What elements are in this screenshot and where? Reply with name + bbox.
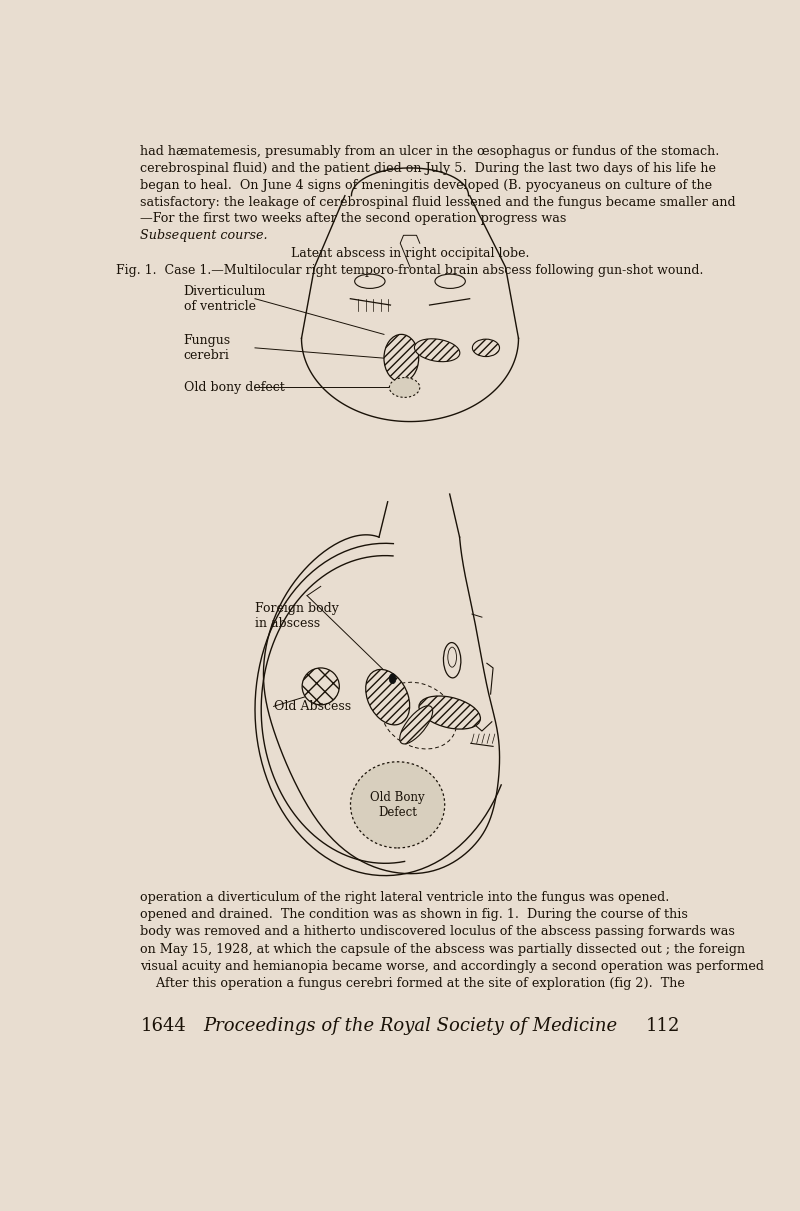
Text: Foreign body
in abscess: Foreign body in abscess (255, 602, 339, 630)
Text: 112: 112 (646, 1016, 680, 1034)
Text: body was removed and a hitherto undiscovered loculus of the abscess passing forw: body was removed and a hitherto undiscov… (140, 925, 735, 939)
Ellipse shape (302, 668, 339, 705)
Text: 1644: 1644 (140, 1016, 186, 1034)
Text: on May 15, 1928, at which the capsule of the abscess was partially dissected out: on May 15, 1928, at which the capsule of… (140, 942, 746, 955)
Ellipse shape (414, 339, 460, 362)
Text: satisfactory: the leakage of cerebrospinal fluid lessened and the fungus became : satisfactory: the leakage of cerebrospin… (140, 196, 736, 208)
Text: Latent abscess in right occipital lobe.: Latent abscess in right occipital lobe. (291, 247, 529, 260)
Ellipse shape (419, 696, 481, 729)
Ellipse shape (443, 643, 461, 678)
Text: Diverticulum
of ventricle: Diverticulum of ventricle (184, 285, 266, 312)
Ellipse shape (384, 334, 418, 381)
Ellipse shape (435, 274, 466, 288)
Ellipse shape (390, 673, 396, 684)
Text: Proceedings of the Royal Society of Medicine: Proceedings of the Royal Society of Medi… (203, 1016, 617, 1034)
Text: began to heal.  On June 4 signs of meningitis developed (B. pyocyaneus on cultur: began to heal. On June 4 signs of mening… (140, 179, 713, 191)
Ellipse shape (390, 378, 420, 397)
Text: opened and drained.  The condition was as shown in fig. 1.  During the course of: opened and drained. The condition was as… (140, 908, 688, 922)
Text: Subsequent course.: Subsequent course. (140, 229, 268, 242)
Text: Fig. 1.  Case 1.—Multilocular right temporo-frontal brain abscess following gun-: Fig. 1. Case 1.—Multilocular right tempo… (116, 264, 704, 277)
Text: Old Bony
Defect: Old Bony Defect (370, 791, 425, 819)
Text: After this operation a fungus cerebri formed at the site of exploration (fig 2).: After this operation a fungus cerebri fo… (140, 977, 685, 991)
Text: —For the first two weeks after the second operation progress was: —For the first two weeks after the secon… (140, 212, 566, 225)
Ellipse shape (354, 274, 385, 288)
Text: Old Abscess: Old Abscess (274, 700, 350, 713)
Ellipse shape (366, 670, 410, 725)
Text: Fungus
cerebri: Fungus cerebri (184, 334, 231, 362)
Ellipse shape (350, 762, 445, 848)
Ellipse shape (400, 706, 433, 744)
Text: had hæmatemesis, presumably from an ulcer in the œsophagus or fundus of the stom: had hæmatemesis, presumably from an ulce… (140, 145, 720, 159)
Text: visual acuity and hemianopia became worse, and accordingly a second operation wa: visual acuity and hemianopia became wors… (140, 960, 764, 972)
Ellipse shape (472, 339, 499, 356)
Text: operation a diverticulum of the right lateral ventricle into the fungus was open: operation a diverticulum of the right la… (140, 891, 670, 903)
Text: Old bony defect: Old bony defect (184, 381, 285, 394)
Text: cerebrospinal fluid) and the patient died on July 5.  During the last two days o: cerebrospinal fluid) and the patient die… (140, 162, 716, 176)
